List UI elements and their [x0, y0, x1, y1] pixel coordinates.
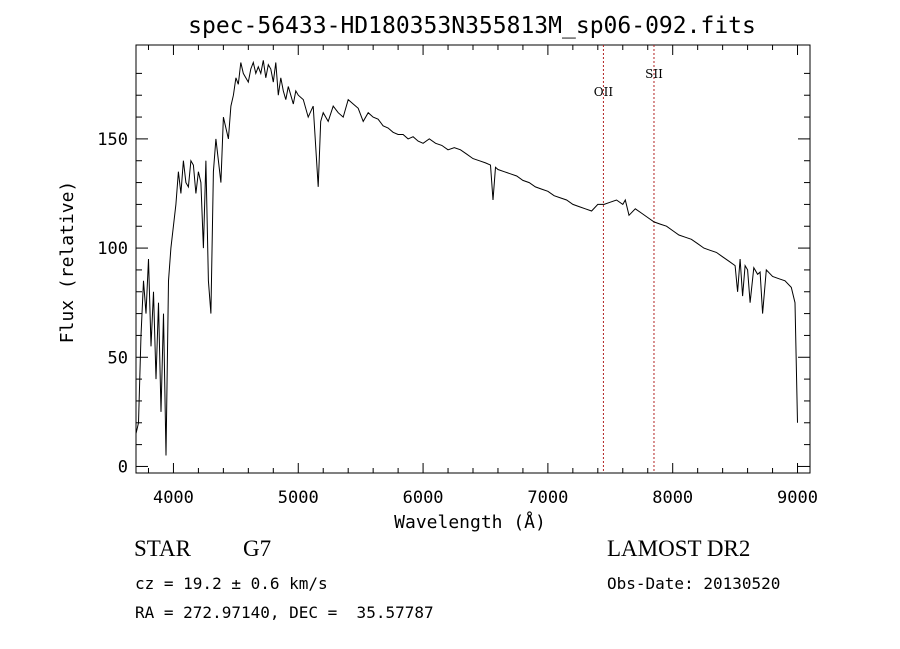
- object-subclass: G7: [243, 536, 272, 561]
- x-axis-label: Wavelength (Å): [394, 511, 546, 533]
- annotation-lines: OII SII: [594, 45, 663, 473]
- x-tick-label: 5000: [278, 488, 319, 508]
- plot-frame: [135, 44, 811, 474]
- x-tick-label: 4000: [153, 488, 194, 508]
- x-tick-label: 9000: [777, 488, 818, 508]
- redshift-text: cz = 19.2 ± 0.6 km/s: [135, 574, 328, 593]
- coordinates-text: RA = 272.97140, DEC = 35.57787: [135, 603, 434, 622]
- survey-name: LAMOST DR2: [607, 536, 751, 561]
- object-class: STAR: [134, 536, 191, 561]
- y-tick-label: 50: [108, 348, 128, 368]
- chart-title: spec-56433-HD180353N355813M_sp06-092.fit…: [188, 13, 756, 39]
- annotation-label: OII: [594, 85, 614, 99]
- y-tick-label: 100: [97, 239, 128, 259]
- y-tick-label: 150: [97, 130, 128, 150]
- x-tick-label: 8000: [652, 488, 693, 508]
- annotation-label: SII: [645, 67, 663, 81]
- observation-date: Obs-Date: 20130520: [607, 574, 781, 593]
- y-axis-label: Flux (relative): [57, 181, 78, 344]
- axis-ticks: 4000 5000 6000 7000 8000 9000 0 50 100 150: [97, 45, 818, 508]
- spectrum-line: [135, 60, 798, 456]
- y-tick-label: 0: [118, 457, 128, 477]
- x-tick-label: 7000: [527, 488, 568, 508]
- x-tick-label: 6000: [403, 488, 444, 508]
